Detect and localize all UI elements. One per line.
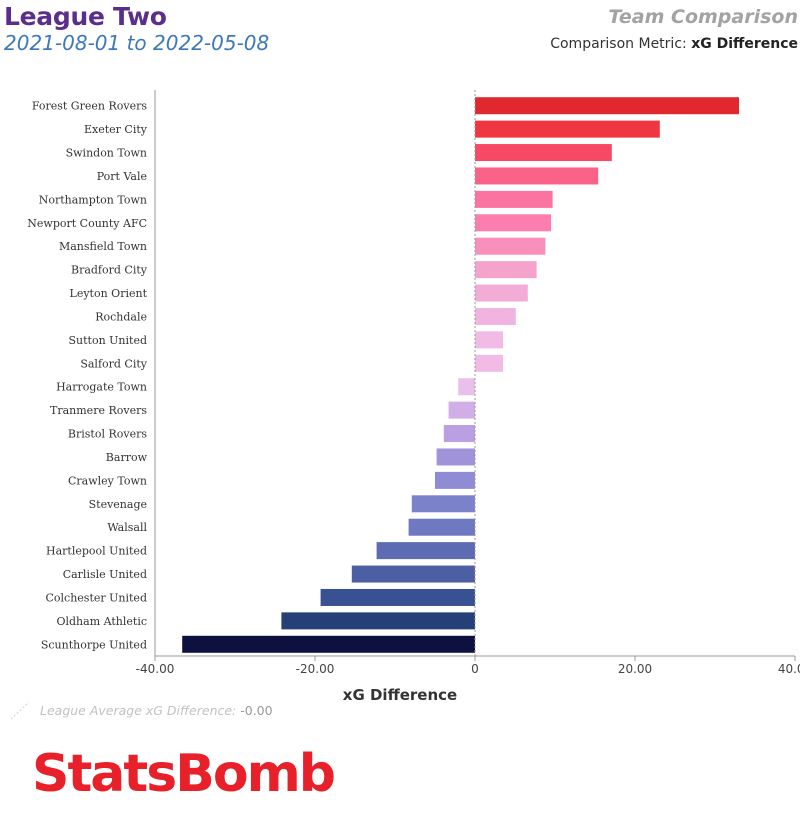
average-legend-value: -0.00: [240, 703, 273, 718]
statsbomb-logo: StatsBomb: [32, 744, 336, 804]
bar-swindon-town: [475, 144, 612, 162]
category-label: Crawley Town: [68, 474, 147, 487]
bar-walsall: [408, 518, 475, 536]
bar-northampton-town: [475, 190, 553, 208]
bar-bristol-rovers: [443, 425, 475, 443]
x-tick-label: -40.00: [136, 662, 175, 676]
x-tick-label: 40.00: [778, 662, 800, 676]
bar-bradford-city: [475, 261, 537, 279]
bar-salford-city: [475, 354, 503, 372]
bar-rochdale: [475, 307, 516, 325]
bar-sutton-united: [475, 331, 503, 349]
category-label: Harrogate Town: [56, 381, 147, 394]
category-label: Port Vale: [97, 170, 147, 183]
bar-scunthorpe-united: [182, 635, 475, 653]
bar-hartlepool-united: [376, 542, 475, 560]
bar-leyton-orient: [475, 284, 528, 302]
category-label: Walsall: [107, 521, 147, 534]
date-range: 2021-08-01 to 2022-05-08: [4, 31, 270, 55]
category-label: Salford City: [80, 357, 147, 370]
report-title: Team Comparison: [608, 6, 798, 28]
category-label: Barrow: [106, 451, 148, 464]
category-label: Mansfield Town: [59, 240, 147, 253]
bar-stevenage: [411, 495, 475, 513]
bar-exeter-city: [475, 120, 660, 138]
bar-port-vale: [475, 167, 599, 185]
category-label: Bradford City: [71, 264, 148, 277]
bar-barrow: [436, 448, 475, 466]
bar-crawley-town: [435, 471, 475, 489]
category-label: Northampton Town: [39, 193, 147, 206]
x-tick-label: 20.00: [618, 662, 652, 676]
category-label: Tranmere Rovers: [50, 404, 147, 417]
category-label: Bristol Rovers: [68, 428, 147, 441]
category-label: Colchester United: [46, 591, 148, 604]
metric-label: Comparison Metric:: [550, 36, 687, 52]
x-tick-label: 0: [471, 662, 479, 676]
x-tick-label: -20.00: [296, 662, 335, 676]
category-label: Sutton United: [68, 334, 147, 347]
category-label: Oldham Athletic: [56, 615, 147, 628]
bar-harrogate-town: [458, 378, 475, 396]
bar-oldham-athletic: [281, 612, 475, 630]
category-label: Forest Green Rovers: [32, 100, 148, 113]
bar-chart: Forest Green Rovers Exeter City Swindon To…: [27, 90, 800, 704]
x-axis-label: xG Difference: [343, 686, 457, 704]
bar-carlisle-united: [351, 565, 475, 583]
dashed-line-icon: [10, 701, 30, 720]
bar-forest-green-rovers: [475, 97, 739, 115]
category-label: Exeter City: [84, 123, 148, 136]
category-label: Newport County AFC: [27, 217, 147, 230]
category-label: Scunthorpe United: [41, 638, 147, 651]
bar-newport-county-afc: [475, 214, 551, 232]
bar-tranmere-rovers: [448, 401, 475, 419]
bar-mansfield-town: [475, 237, 546, 255]
league-title: League Two: [4, 2, 167, 31]
category-label: Carlisle United: [63, 568, 147, 581]
category-label: Stevenage: [89, 498, 147, 511]
average-legend-text: League Average xG Difference: -0.00: [40, 703, 273, 718]
average-legend-label: League Average xG Difference:: [40, 703, 237, 718]
bar-colchester-united: [320, 588, 475, 606]
category-label: Rochdale: [95, 310, 147, 323]
category-label: Hartlepool United: [46, 545, 147, 558]
metric-value: xG Difference: [691, 36, 798, 52]
category-label: Leyton Orient: [70, 287, 148, 300]
comparison-metric: Comparison Metric: xG Difference: [550, 36, 798, 52]
category-label: Swindon Town: [66, 147, 147, 160]
